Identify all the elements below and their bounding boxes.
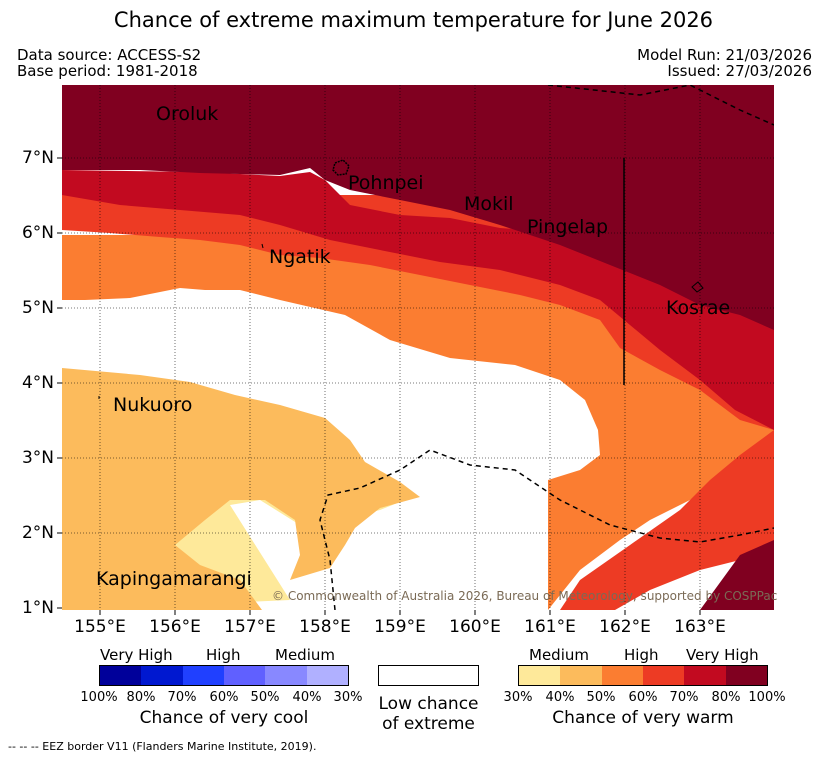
ngatik-island-mark	[261, 243, 264, 249]
warm-swatch-70-80	[684, 666, 726, 685]
lon-tick-163e: 163°E	[674, 617, 726, 637]
cool-swatch-80-70	[141, 666, 183, 685]
warm-color-bar	[518, 665, 768, 686]
lon-tick-161e: 161°E	[524, 617, 576, 637]
warm-legend-high: High	[624, 646, 659, 664]
lon-tick-155e: 155°E	[74, 617, 126, 637]
eez-border-footnote: -- -- -- EEZ border V11 (Flanders Marine…	[8, 740, 317, 753]
lon-tick-marks	[99, 610, 701, 615]
warm-swatch-30-40	[519, 666, 561, 685]
lon-tick-160e: 160°E	[449, 617, 501, 637]
gridlines	[62, 85, 774, 610]
warm-70-region	[62, 170, 774, 610]
lat-tick-3n: 3°N	[21, 448, 54, 468]
place-label-nukuoro: Nukuoro	[113, 394, 193, 416]
place-label-oroluk: Oroluk	[156, 103, 219, 125]
cool-pct-60: 60%	[209, 690, 239, 705]
low-chance-label-line1: Low chance	[378, 694, 479, 714]
lat-tick-7n: 7°N	[21, 148, 54, 168]
warm-40-region	[62, 368, 420, 610]
kosrae-island-outline	[691, 281, 704, 293]
warm-80-region	[62, 85, 774, 610]
cool-swatch-60-50	[223, 666, 266, 685]
place-label-kapingamarangi: Kapingamarangi	[96, 568, 252, 590]
lat-tick-4n: 4°N	[21, 373, 54, 393]
base-period-label: Base period: 1981-2018	[17, 62, 198, 80]
lon-tick-158e: 158°E	[299, 617, 351, 637]
warm-swatch-50-60	[601, 666, 643, 685]
eez-border	[319, 85, 774, 610]
lat-tick-6n: 6°N	[21, 223, 54, 243]
cool-legend-high: High	[206, 646, 241, 664]
cool-color-bar	[99, 665, 349, 686]
copyright-notice: © Commonwealth of Australia 2026, Bureau…	[272, 589, 778, 603]
warm-pct-70: 70%	[669, 690, 699, 705]
cool-pct-40: 40%	[292, 690, 322, 705]
warm-swatch-60-70	[642, 666, 685, 685]
warm-pct-80: 80%	[711, 690, 741, 705]
warm-50-region	[62, 235, 774, 610]
warm-legend-medium: Medium	[529, 646, 589, 664]
lon-tick-159e: 159°E	[374, 617, 426, 637]
cool-pct-30: 30%	[333, 690, 363, 705]
low-chance-swatch	[378, 665, 479, 686]
place-label-ngatik: Ngatik	[269, 246, 331, 268]
place-label-mokil: Mokil	[464, 193, 514, 215]
chart-title: Chance of extreme maximum temperature fo…	[113, 8, 714, 32]
lon-tick-162e: 162°E	[599, 617, 651, 637]
warm-pct-50: 50%	[586, 690, 616, 705]
lon-tick-157e: 157°E	[224, 617, 276, 637]
low-chance-label-line2: of extreme	[382, 714, 475, 734]
warm-swatch-80-100	[725, 666, 767, 685]
cool-pct-80: 80%	[126, 690, 156, 705]
warm-pct-60: 60%	[628, 690, 658, 705]
warm-pct-30: 30%	[503, 690, 533, 705]
warm-60-region	[62, 195, 774, 610]
lat-tick-marks	[57, 157, 62, 609]
cool-pct-50: 50%	[250, 690, 280, 705]
lat-tick-5n: 5°N	[21, 298, 54, 318]
cool-swatch-40-30	[306, 666, 348, 685]
cool-legend-title: Chance of very cool	[139, 708, 309, 728]
place-label-pohnpei: Pohnpei	[348, 172, 424, 194]
cool-swatch-50-40	[265, 666, 307, 685]
place-label-pingelap: Pingelap	[527, 216, 609, 238]
lat-tick-2n: 2°N	[21, 523, 54, 543]
cool-pct-70: 70%	[167, 690, 197, 705]
warm-pct-40: 40%	[545, 690, 575, 705]
cool-legend-very-high: Very High	[100, 646, 173, 664]
cool-pct-100: 100%	[80, 690, 118, 705]
cool-swatch-70-60	[182, 666, 224, 685]
lat-tick-1n: 1°N	[21, 598, 54, 618]
cool-swatch-100-80	[100, 666, 142, 685]
map-fill-layer	[62, 85, 774, 610]
warm-pct-100: 100%	[748, 690, 786, 705]
pohnpei-island-outline	[332, 159, 350, 176]
model-run-label: Model Run: 21/03/2026	[637, 46, 812, 64]
cool-legend-medium: Medium	[275, 646, 335, 664]
place-label-kosrae: Kosrae	[666, 297, 731, 319]
warm-legend-very-high: Very High	[686, 646, 759, 664]
data-source-label: Data source: ACCESS-S2	[17, 46, 202, 64]
warm-swatch-40-50	[560, 666, 602, 685]
warm-legend-title: Chance of very warm	[552, 708, 734, 728]
issued-label: Issued: 27/03/2026	[667, 62, 812, 80]
lon-tick-156e: 156°E	[149, 617, 201, 637]
